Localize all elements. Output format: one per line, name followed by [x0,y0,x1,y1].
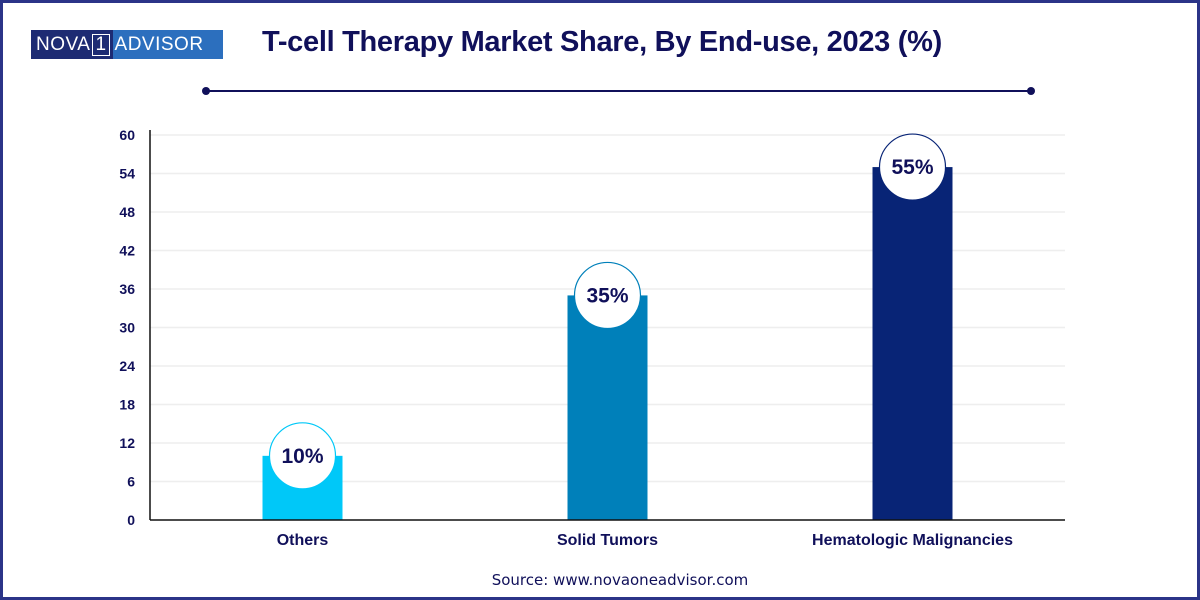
data-label: 35% [586,284,628,307]
bar-solid-tumors [567,295,648,520]
divider-dot-left [202,87,210,95]
source-note: Source: www.novaoneadvisor.com [491,571,749,589]
x-tick-label: Solid Tumors [557,532,658,549]
divider-dot-right [1027,87,1035,95]
x-axis-ticks: Others Solid Tumors Hematologic Malignanci… [277,532,1013,549]
x-tick-label: Hematologic Malignancies [812,532,1013,549]
data-label-bubble [878,133,947,201]
y-tick-label: 18 [119,397,135,413]
brand-logo: NOVA 1 ADVISOR [31,30,223,59]
data-label: 10% [281,445,323,468]
bar-hematologic-malignancies [872,167,953,521]
data-labels: 10% 35% 55% [268,133,947,490]
logo-right: ADVISOR [112,30,223,59]
y-tick-label: 12 [119,435,135,451]
y-tick-label: 30 [119,320,135,336]
y-tick-label: 6 [127,474,135,490]
logo-text-nova: NOVA [36,33,91,55]
title-divider [206,90,1031,92]
logo-left: NOVA 1 [31,30,113,59]
x-tick-label: Others [277,532,329,549]
logo-text-one: 1 [92,33,110,56]
data-label-bubble [573,261,642,330]
data-label-bubble [268,422,337,490]
y-tick-label: 36 [119,281,135,297]
chart-title: T-cell Therapy Market Share, By End-use,… [262,26,942,58]
bars [262,167,953,521]
y-tick-label: 54 [119,166,135,182]
y-tick-label: 48 [119,204,135,220]
logo-text-advisor: ADVISOR [114,33,204,55]
y-tick-label: 42 [119,243,135,259]
data-label: 55% [891,156,933,179]
y-tick-label: 24 [119,358,135,374]
y-axis-ticks: 0 6 12 18 24 30 36 42 48 54 60 [119,127,135,528]
y-tick-label: 0 [127,512,135,528]
y-tick-label: 60 [119,127,135,143]
